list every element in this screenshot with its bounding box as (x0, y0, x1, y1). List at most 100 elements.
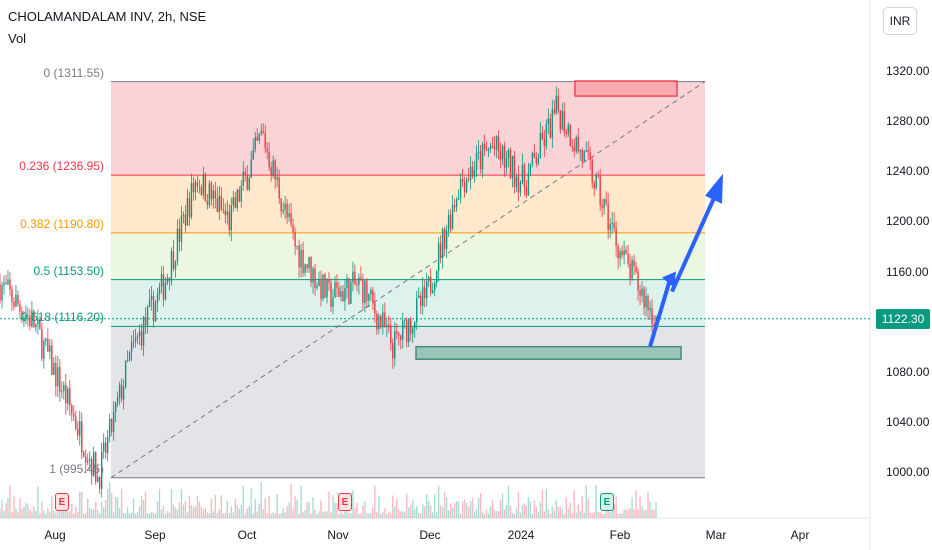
dividend-event-icon[interactable]: E (600, 493, 614, 511)
candle-body (511, 155, 514, 178)
volume-bar (350, 513, 352, 518)
candle-body (11, 289, 13, 302)
candle-body (156, 293, 159, 303)
candle-body (1, 285, 3, 301)
candle-body (298, 245, 300, 268)
volume-bar (503, 509, 506, 518)
candle-body (97, 476, 99, 482)
volume-bar (398, 508, 400, 518)
volume-bar (388, 512, 390, 518)
candle-body (178, 228, 181, 242)
volume-bar (581, 496, 583, 518)
candle-body (290, 213, 292, 225)
symbol-title[interactable]: CHOLAMANDALAM INV, 2h, NSE (8, 9, 207, 24)
volume-bar (97, 509, 99, 518)
volume-bar (71, 504, 73, 518)
resistance-zone (574, 80, 678, 97)
currency-button[interactable]: INR (883, 7, 917, 35)
candle-body (352, 271, 354, 283)
candle-body (152, 295, 155, 322)
volume-bar (130, 512, 133, 518)
candle-body (236, 189, 238, 208)
candle-body (394, 331, 396, 359)
price-tick-label: 1080.00 (886, 364, 930, 379)
volume-bar (106, 488, 109, 518)
volume-bar (306, 502, 308, 518)
volume-bar (575, 512, 577, 518)
candle-body (507, 150, 510, 158)
candle-body (102, 442, 105, 452)
candle-body (457, 198, 460, 200)
candle-body (593, 182, 595, 189)
candle-body (114, 402, 117, 412)
volume-bar (467, 506, 470, 518)
candle-body (543, 139, 546, 147)
candle-body (513, 155, 516, 187)
candle-body (51, 345, 53, 375)
volume-bar (292, 508, 294, 518)
volume-bar (459, 513, 462, 518)
volume-bar (218, 509, 221, 518)
candle-body (374, 303, 376, 314)
volume-bar (569, 502, 571, 518)
candle-body (493, 146, 496, 150)
candle-body (98, 476, 101, 489)
candle-body (39, 319, 41, 330)
volume-bar (418, 513, 420, 518)
candle-body (641, 288, 643, 296)
volume-bar (170, 489, 173, 518)
time-tick-label: Oct (237, 528, 257, 542)
volume-bar (230, 506, 232, 518)
volume-bar (196, 495, 199, 518)
volume-bar (324, 511, 326, 518)
earnings-event-icon[interactable]: E (55, 493, 69, 511)
candle-body (63, 385, 65, 392)
candle-body (579, 149, 581, 152)
candle-body (408, 319, 410, 343)
candle-body (366, 280, 368, 301)
volume-bar (545, 489, 548, 518)
volume-bar (400, 511, 402, 518)
volume-bar (507, 485, 510, 518)
volume-bar (274, 513, 276, 518)
volume-bar (134, 513, 137, 518)
candle-body (270, 167, 272, 176)
volume-bar (248, 506, 250, 518)
projection-arrow-head-1 (662, 271, 676, 288)
candle-body (437, 243, 440, 271)
candle-body (603, 199, 605, 208)
volume-bar (59, 510, 61, 518)
volume-bar (192, 507, 195, 518)
volume-bar (308, 501, 310, 518)
volume-bar (477, 497, 480, 518)
volume-bar (154, 513, 157, 518)
candle-body (585, 150, 587, 152)
candle-body (601, 205, 603, 208)
candle-body (627, 253, 629, 264)
volume-bar (228, 513, 231, 518)
candle-body (427, 276, 430, 282)
candle-body (286, 203, 288, 218)
volume-bar (278, 513, 280, 518)
volume-bar (122, 512, 125, 518)
volume-bar (609, 512, 611, 518)
volume-bar (318, 511, 320, 518)
candle-body (112, 411, 115, 432)
candle-body (589, 152, 591, 161)
candle-body (433, 282, 436, 291)
candle-body (266, 148, 268, 152)
volume-bar (549, 513, 552, 518)
earnings-event-icon[interactable]: E (338, 493, 352, 511)
volume-bar (49, 511, 51, 518)
candle-body (13, 301, 15, 307)
candle-body (294, 232, 296, 247)
candle-body (272, 160, 274, 176)
volume-bar (320, 500, 322, 518)
candle-body (453, 205, 456, 208)
volume-indicator-label[interactable]: Vol (8, 31, 27, 46)
volume-bar (208, 513, 211, 518)
candle-body (635, 266, 637, 272)
candle-body (531, 152, 534, 164)
candle-body (95, 452, 97, 482)
